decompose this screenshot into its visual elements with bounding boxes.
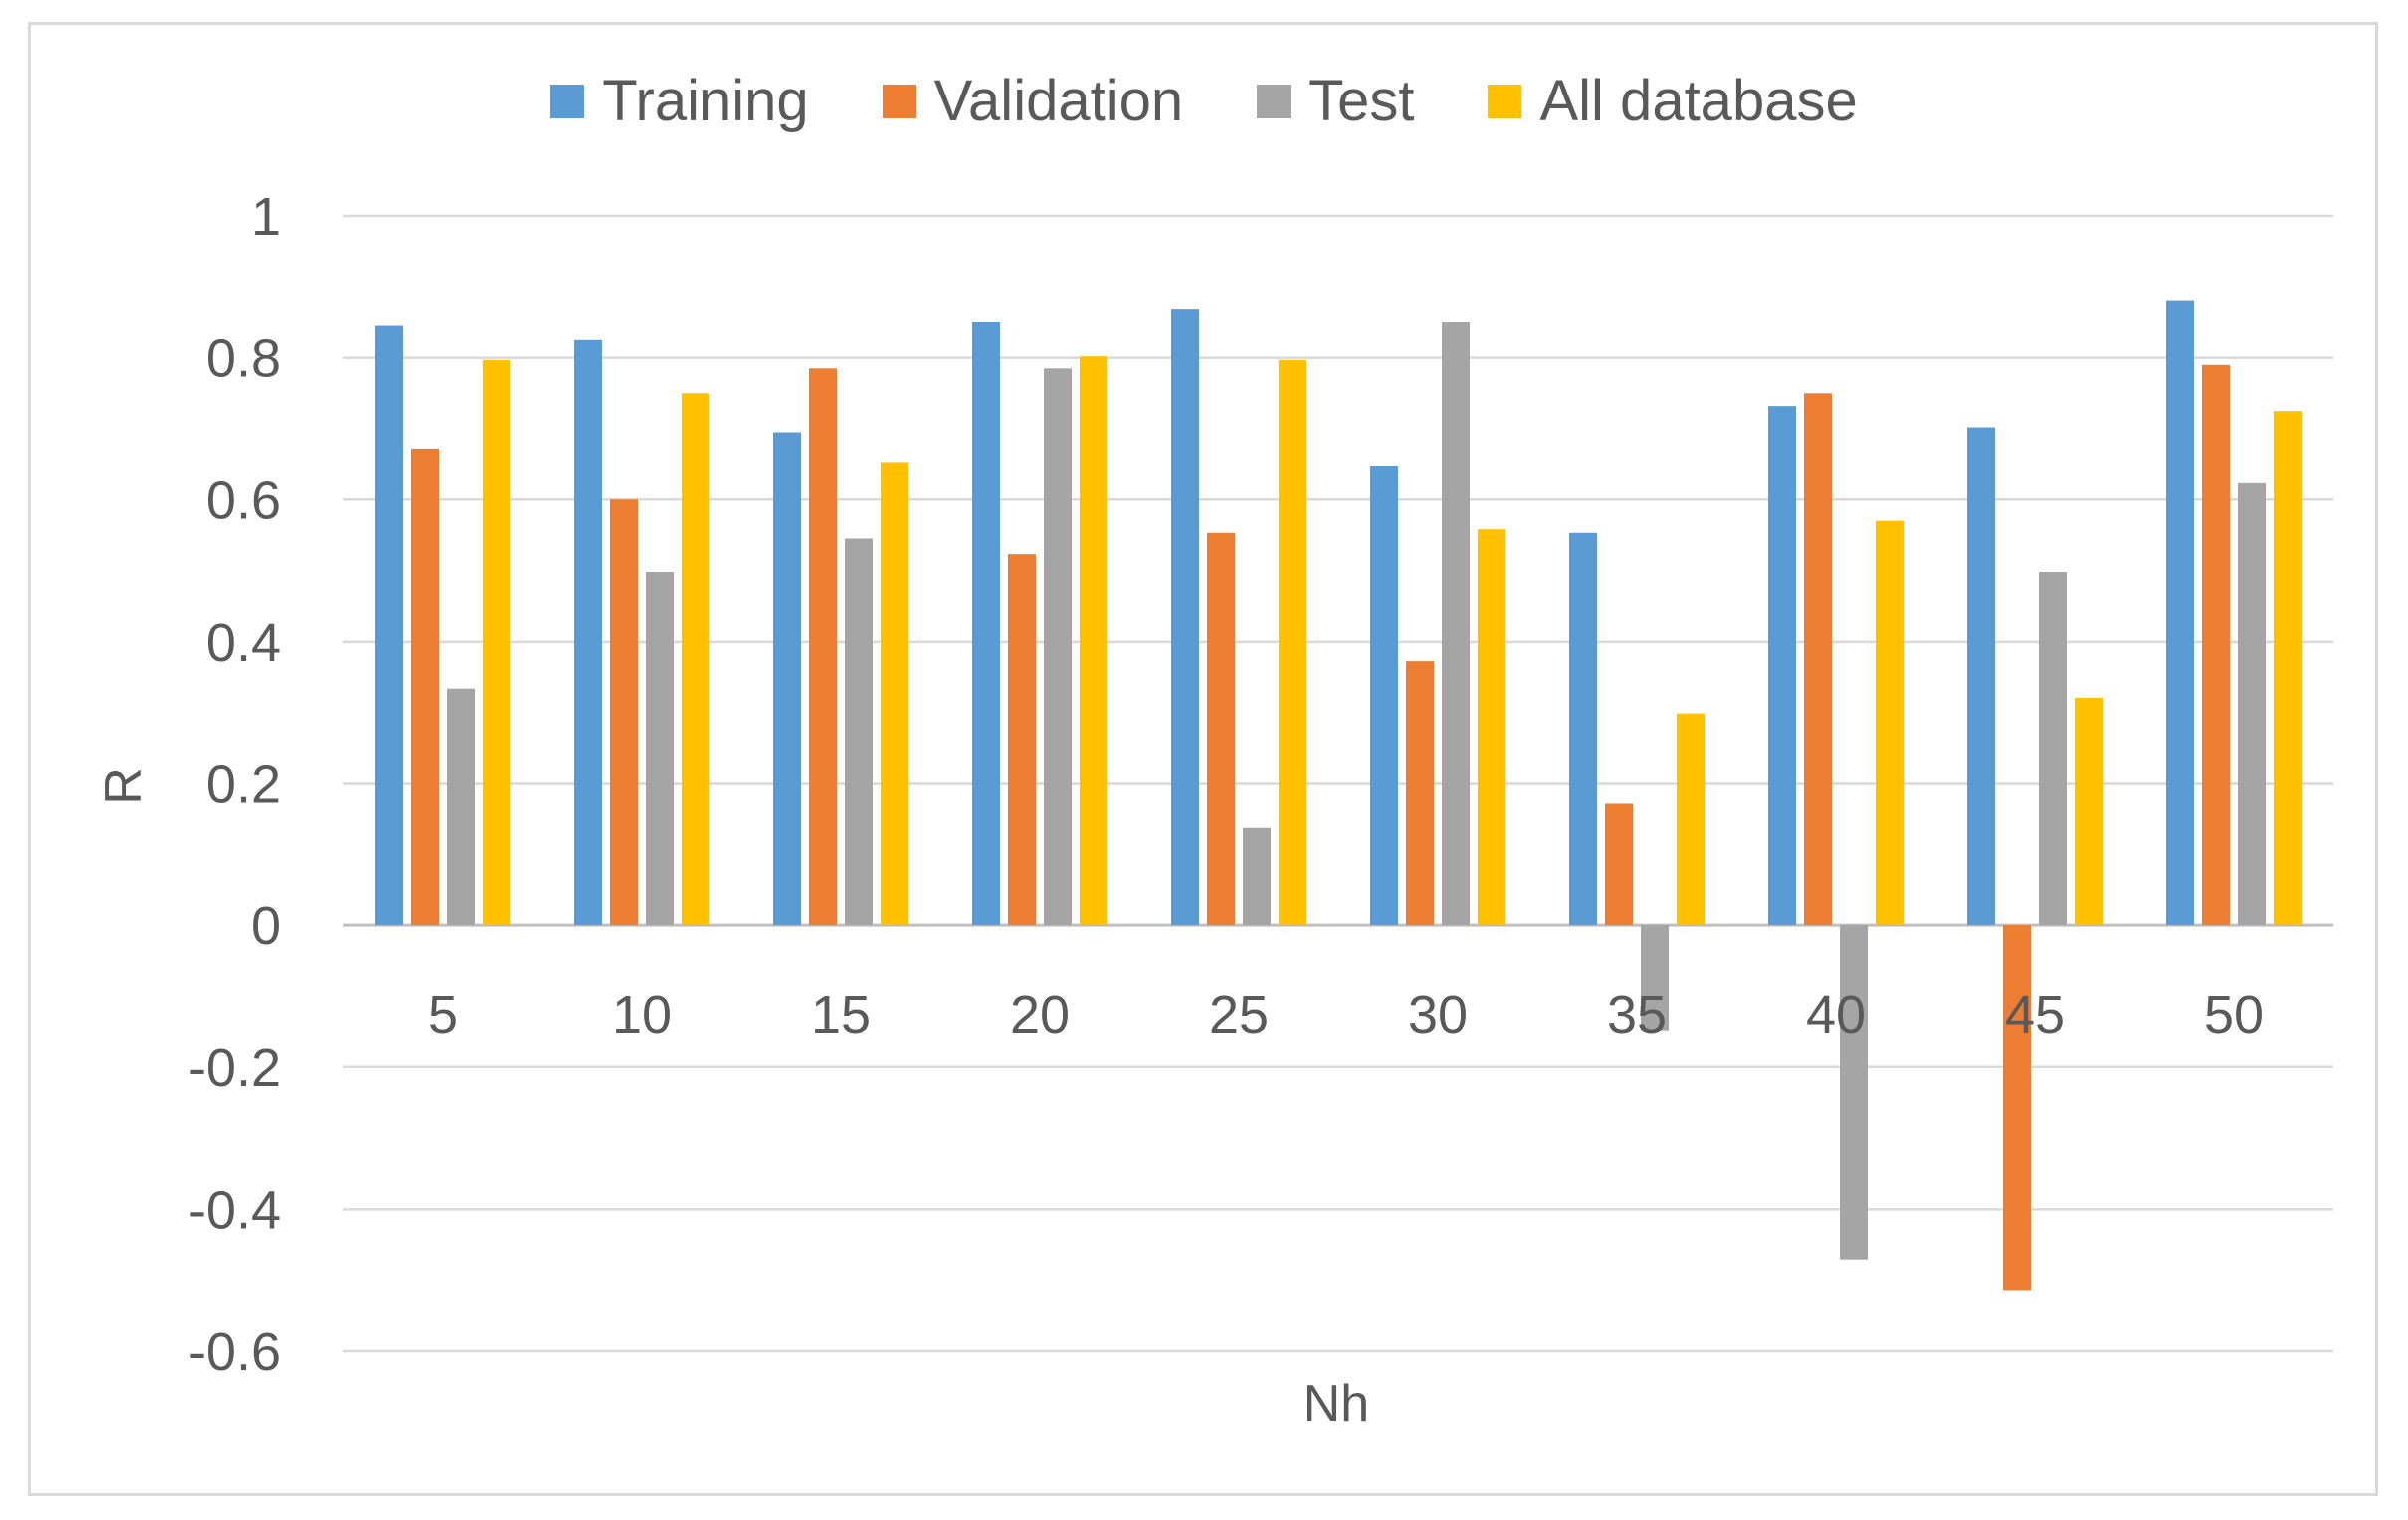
- bar-all-database: [1080, 356, 1107, 926]
- bar-all-database: [1876, 520, 1904, 926]
- x-tick-label: 45: [2005, 985, 2065, 1045]
- bar-validation: [1008, 554, 1036, 926]
- legend-label-test: Test: [1308, 69, 1415, 133]
- legend-item-training: Training: [550, 68, 809, 134]
- legend-item-validation: Validation: [882, 68, 1184, 134]
- x-tick-label: 20: [1010, 985, 1070, 1045]
- bar-test: [447, 688, 475, 926]
- bar-training: [1569, 532, 1597, 926]
- legend-item-all-database: All database: [1488, 68, 1858, 134]
- bar-test: [646, 571, 674, 926]
- bar-training: [2166, 300, 2194, 926]
- y-tick-labels: 1 0.8 0.6 0.4 0.2 0 -0.2 -0.4 -0.6: [188, 187, 281, 1382]
- legend-swatch-all-database: [1488, 84, 1522, 118]
- bar-validation: [1605, 803, 1633, 926]
- y-tick-label: -0.4: [188, 1180, 281, 1239]
- bar-validation: [1406, 661, 1434, 926]
- legend-label-all-database: All database: [1539, 69, 1858, 133]
- bar-training: [574, 339, 602, 926]
- bar-validation: [1207, 532, 1235, 926]
- bar-training: [1768, 406, 1796, 926]
- y-tick-label: -0.6: [188, 1322, 281, 1382]
- bar-test: [2039, 571, 2067, 926]
- y-tick-label: 0.8: [206, 329, 281, 389]
- bar-training: [375, 325, 403, 926]
- x-axis-title: Nh: [1304, 1375, 1369, 1432]
- legend-label-training: Training: [602, 69, 809, 133]
- bar-test: [845, 538, 873, 926]
- bar-test: [1641, 925, 1669, 1031]
- x-tick-label: 40: [1806, 985, 1866, 1045]
- bar-validation: [2003, 925, 2031, 1291]
- x-tick-label: 25: [1209, 985, 1269, 1045]
- legend-swatch-training: [550, 84, 585, 118]
- bar-training: [1370, 466, 1398, 926]
- y-tick-label: -0.2: [188, 1039, 281, 1098]
- bar-all-database: [2274, 411, 2302, 926]
- bar-all-database: [1478, 529, 1505, 926]
- bar-test: [1442, 321, 1470, 926]
- bar-training: [972, 321, 1000, 926]
- y-tick-label: 0.2: [206, 755, 281, 815]
- bar-validation: [809, 368, 837, 926]
- bar-test: [1243, 827, 1271, 926]
- x-tick-label: 35: [1607, 985, 1667, 1045]
- bar-all-database: [483, 359, 510, 926]
- bars: [375, 300, 2302, 1291]
- bar-training: [773, 432, 801, 926]
- bar-validation: [2202, 364, 2230, 926]
- bar-test: [2238, 482, 2266, 926]
- bar-all-database: [2075, 697, 2103, 926]
- y-axis-title: R: [96, 767, 153, 805]
- bar-validation: [1804, 393, 1832, 926]
- y-tick-label: 0.4: [206, 613, 281, 672]
- y-tick-label: 1: [251, 187, 281, 247]
- y-tick-label: 0.6: [206, 471, 281, 530]
- bar-validation: [610, 499, 638, 926]
- bar-test: [1840, 925, 1868, 1260]
- bar-training: [1171, 309, 1199, 926]
- bar-all-database: [1279, 359, 1306, 926]
- legend-label-validation: Validation: [933, 69, 1184, 133]
- x-tick-label: 10: [612, 985, 672, 1045]
- bar-validation: [411, 448, 439, 926]
- bar-all-database: [881, 462, 908, 926]
- x-tick-label: 5: [428, 985, 458, 1045]
- y-tick-label: 0: [251, 896, 281, 956]
- x-tick-label: 30: [1408, 985, 1468, 1045]
- legend-swatch-test: [1257, 84, 1292, 118]
- legend-swatch-validation: [882, 84, 916, 118]
- bar-all-database: [1677, 713, 1705, 926]
- x-tick-labels: 5 10 15 20 25 30 35 40 45 50: [428, 985, 2264, 1045]
- x-tick-label: 50: [2204, 985, 2264, 1045]
- bar-all-database: [682, 393, 709, 926]
- legend-item-test: Test: [1257, 68, 1414, 134]
- bar-test: [1044, 368, 1072, 926]
- x-tick-label: 15: [811, 985, 871, 1045]
- gridlines: [343, 214, 2333, 1353]
- bar-training: [1967, 427, 1995, 926]
- legend: Training Validation Test All database: [0, 68, 2408, 134]
